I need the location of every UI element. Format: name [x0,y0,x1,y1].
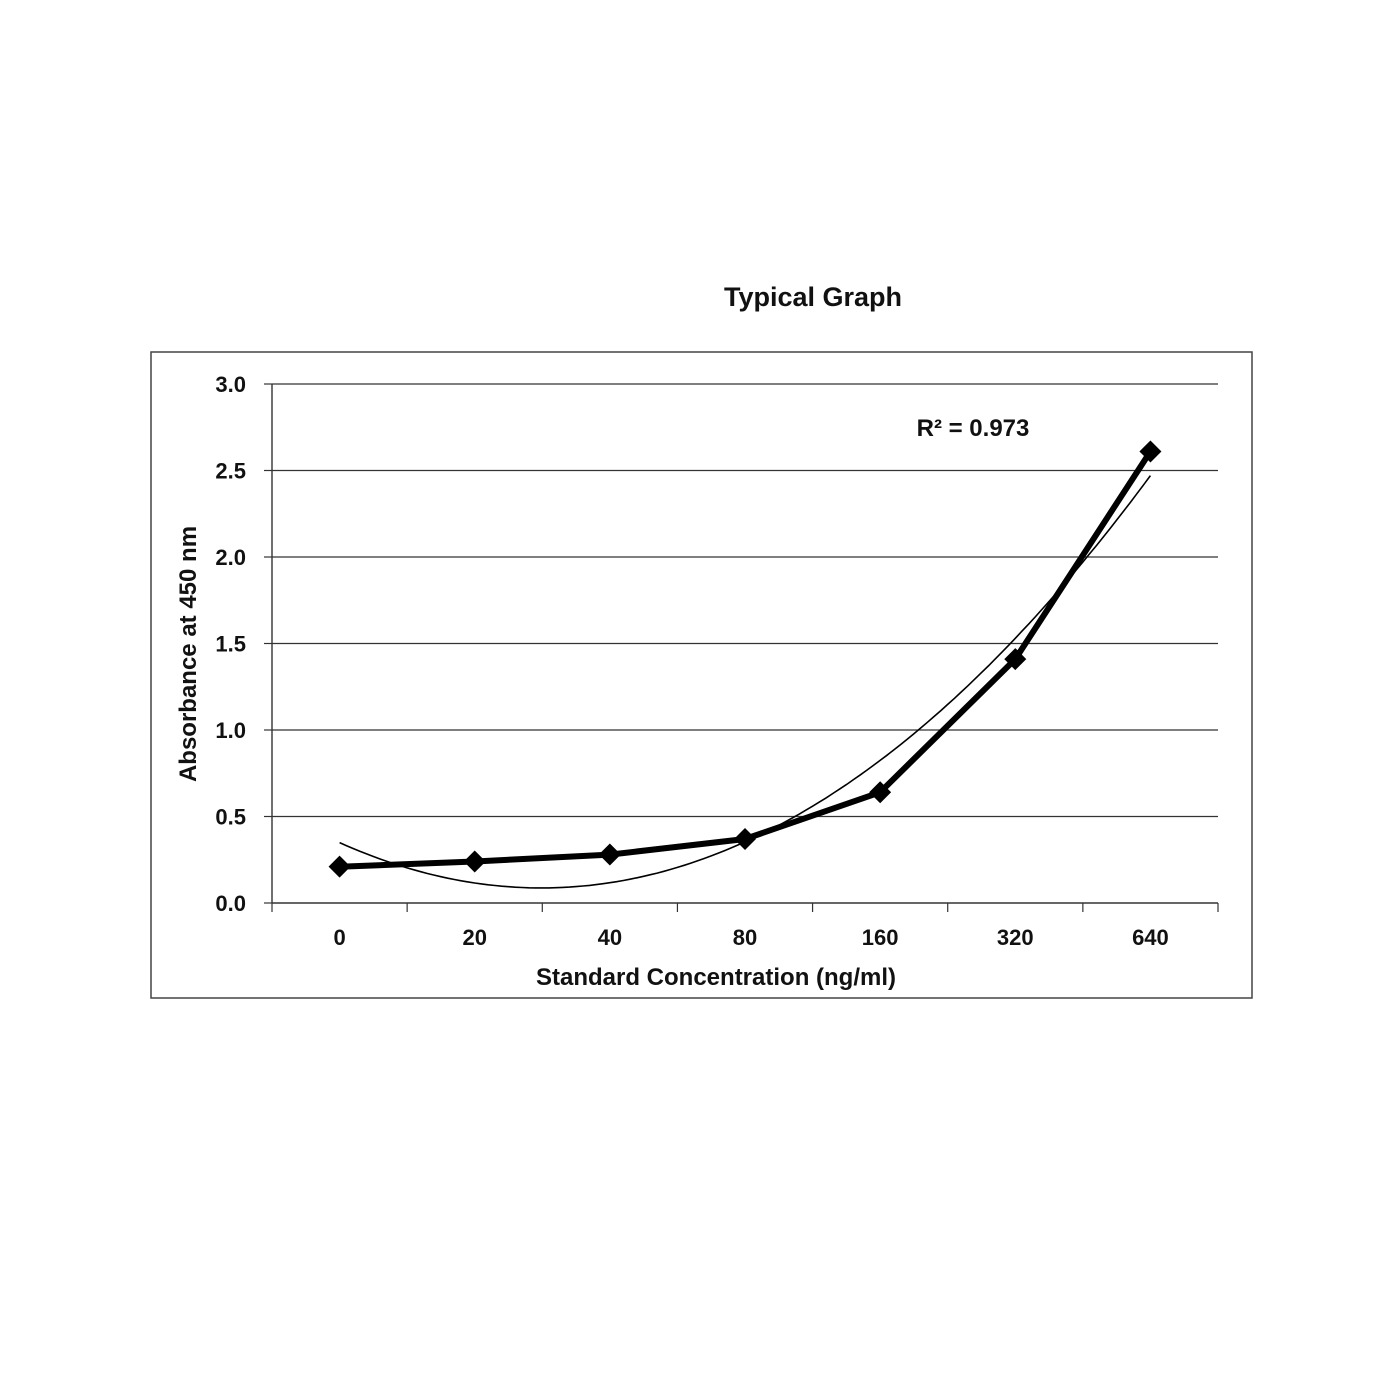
data-point [598,843,621,866]
y-tick-label: 0.0 [215,891,246,916]
chart-frame [150,351,1253,999]
x-tick-label: 40 [598,925,622,950]
data-point [1004,648,1027,671]
x-tick-labels: 0 20 40 80 160 320 640 [333,925,1168,950]
x-tick-label: 80 [733,925,757,950]
axes [271,384,1219,912]
y-axis-label: Absorbance at 450 nm [175,526,202,782]
y-tick-label: 1.0 [215,718,246,743]
data-markers [328,440,1162,878]
y-tick-label: 2.0 [215,545,246,570]
data-point [328,855,351,878]
y-tick-label: 2.5 [215,459,246,484]
y-tick-label: 1.5 [215,632,246,657]
data-point [463,850,486,873]
y-tick-label: 0.5 [215,805,246,830]
r-squared-label: R² = 0.973 [917,415,1030,442]
x-tick-label: 20 [462,925,486,950]
x-tick-label: 320 [997,925,1034,950]
gridlines [264,383,1218,904]
x-tick-label: 0 [333,925,345,950]
data-point [1139,440,1162,463]
y-tick-label: 3.0 [215,372,246,397]
y-tick-labels: 0.0 0.5 1.0 1.5 2.0 2.5 3.0 [215,372,246,916]
data-point [734,827,756,850]
chart-title: Typical Graph [724,282,902,312]
x-tick-label: 640 [1132,925,1169,950]
data-point [869,781,892,804]
x-axis-label: Standard Concentration (ng/ml) [536,964,896,991]
x-tick-label: 160 [862,925,899,950]
